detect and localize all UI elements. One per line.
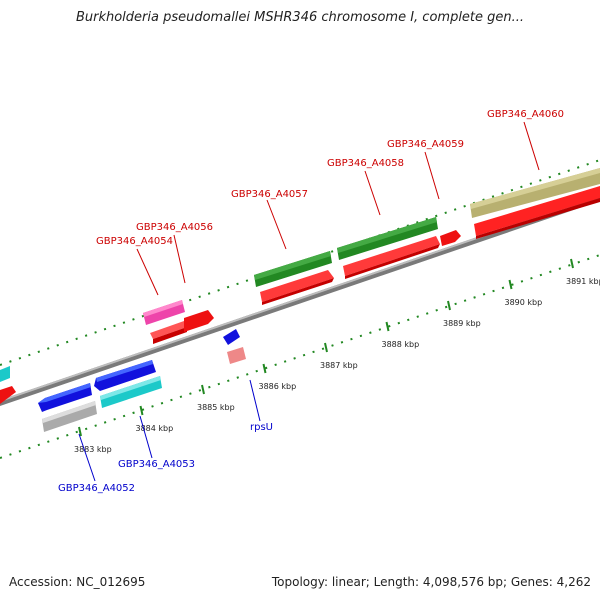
ruler-label: 3888 kbp [382, 340, 420, 349]
ruler-label: 3891 kbp [566, 277, 600, 286]
gene-labels-bottom: GBP346_A4052 GBP346_A4053 rpsU [58, 422, 273, 494]
cds-block-5[interactable] [440, 230, 461, 246]
genome-summary-text: Topology: linear; Length: 4,098,576 bp; … [271, 575, 591, 589]
label-rpsu[interactable]: rpsU [250, 422, 273, 433]
cds-block-6[interactable] [474, 186, 600, 239]
chromosome-axis [0, 195, 600, 406]
ruler-label: 3889 kbp [443, 319, 481, 328]
map-title: Burkholderia pseudomallei MSHR346 chromo… [75, 10, 525, 25]
ruler-tick [201, 384, 205, 395]
gene-green-2[interactable] [337, 217, 438, 260]
gene-blue-1[interactable] [38, 383, 92, 412]
leader-lines-bottom [78, 379, 261, 482]
ruler-ticks [78, 258, 574, 437]
gene-cut-left-2[interactable] [0, 386, 16, 404]
ruler-labels: 3883 kbp 3884 kbp 3885 kbp 3886 kbp 3887 kbp… [74, 277, 600, 454]
ruler-tick [262, 363, 267, 374]
label-gbp346-a4054[interactable]: GBP346_A4054 [96, 236, 173, 247]
gene-magenta[interactable] [143, 300, 185, 325]
label-gbp346-a4060[interactable]: GBP346_A4060 [487, 109, 564, 120]
gene-blue-small[interactable] [223, 329, 240, 345]
gene-blue-2[interactable] [94, 360, 156, 391]
accession-text: Accession: NC_012695 [9, 575, 146, 589]
gene-cyan[interactable] [100, 376, 162, 408]
ruler-label: 3886 kbp [259, 382, 297, 391]
ruler-tick [508, 279, 513, 290]
gene-green-1[interactable] [254, 251, 332, 287]
ruler-label: 3884 kbp [136, 424, 174, 433]
gene-pink-small[interactable] [227, 347, 246, 364]
cds-row [150, 186, 600, 344]
label-gbp346-a4057[interactable]: GBP346_A4057 [231, 189, 308, 200]
ruler-tick [78, 426, 82, 437]
ruler-tick [570, 258, 574, 269]
gene-cut-left-1[interactable] [0, 366, 10, 382]
leader-lines [136, 121, 540, 296]
ruler-tick [447, 300, 451, 311]
ruler-tick [324, 342, 328, 353]
label-gbp346-a4056[interactable]: GBP346_A4056 [136, 222, 213, 233]
cds-block-4[interactable] [343, 236, 440, 279]
cds-block-2[interactable] [184, 310, 214, 332]
ruler-tick [385, 321, 390, 332]
ruler-label: 3890 kbp [505, 298, 543, 307]
gene-grey[interactable] [42, 401, 97, 432]
label-gbp346-a4058[interactable]: GBP346_A4058 [327, 158, 404, 169]
gene-labels-top: GBP346_A4054 GBP346_A4056 GBP346_A4057 G… [96, 109, 564, 247]
label-gbp346-a4053[interactable]: GBP346_A4053 [118, 459, 195, 470]
gene-olive[interactable] [470, 168, 600, 218]
cds-block-3[interactable] [260, 270, 334, 305]
ruler-tick [139, 405, 144, 416]
label-gbp346-a4052[interactable]: GBP346_A4052 [58, 483, 135, 494]
ruler-label: 3887 kbp [320, 361, 358, 370]
ruler-label: 3883 kbp [74, 445, 112, 454]
ruler-label: 3885 kbp [197, 403, 235, 412]
cds-block-1[interactable] [150, 321, 187, 344]
label-gbp346-a4059[interactable]: GBP346_A4059 [387, 139, 464, 150]
